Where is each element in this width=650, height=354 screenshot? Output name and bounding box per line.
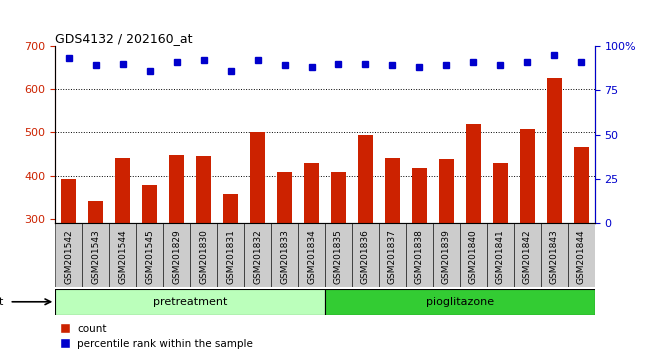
Text: GSM201834: GSM201834 <box>307 229 316 284</box>
Text: GSM201838: GSM201838 <box>415 229 424 284</box>
Text: pioglitazone: pioglitazone <box>426 297 494 307</box>
Bar <box>271 223 298 287</box>
Bar <box>244 223 271 287</box>
Text: GSM201544: GSM201544 <box>118 229 127 284</box>
Text: GSM201831: GSM201831 <box>226 229 235 284</box>
Text: GSM201843: GSM201843 <box>550 229 559 284</box>
Text: GDS4132 / 202160_at: GDS4132 / 202160_at <box>55 32 193 45</box>
Bar <box>406 223 433 287</box>
Bar <box>379 223 406 287</box>
Text: GSM201839: GSM201839 <box>442 229 451 284</box>
Bar <box>385 158 400 223</box>
Legend: count, percentile rank within the sample: count, percentile rank within the sample <box>60 324 253 349</box>
Text: GSM201836: GSM201836 <box>361 229 370 284</box>
Bar <box>574 147 589 223</box>
Bar <box>325 289 595 315</box>
Bar <box>412 168 427 223</box>
Text: GSM201842: GSM201842 <box>523 229 532 284</box>
Bar <box>331 172 346 223</box>
Bar <box>115 158 130 223</box>
Bar <box>325 223 352 287</box>
Bar <box>487 223 514 287</box>
Bar <box>142 185 157 223</box>
Bar <box>466 124 481 223</box>
Text: GSM201840: GSM201840 <box>469 229 478 284</box>
Bar <box>547 78 562 223</box>
Bar <box>277 172 292 223</box>
Bar <box>298 223 325 287</box>
Bar <box>55 223 83 287</box>
Bar <box>460 223 487 287</box>
Text: GSM201542: GSM201542 <box>64 229 73 284</box>
Bar <box>358 135 373 223</box>
Text: agent: agent <box>0 297 4 307</box>
Bar <box>109 223 136 287</box>
Bar <box>55 289 325 315</box>
Text: GSM201844: GSM201844 <box>577 229 586 284</box>
Bar <box>520 129 535 223</box>
Text: GSM201835: GSM201835 <box>334 229 343 284</box>
Bar <box>304 164 319 223</box>
Bar <box>493 164 508 223</box>
Bar <box>88 201 103 223</box>
Bar <box>433 223 460 287</box>
Text: GSM201543: GSM201543 <box>91 229 100 284</box>
Text: GSM201830: GSM201830 <box>199 229 208 284</box>
Bar <box>568 223 595 287</box>
Bar <box>136 223 163 287</box>
Text: GSM201829: GSM201829 <box>172 229 181 284</box>
Bar <box>217 223 244 287</box>
Bar <box>541 223 568 287</box>
Text: GSM201832: GSM201832 <box>253 229 262 284</box>
Text: GSM201841: GSM201841 <box>496 229 505 284</box>
Text: GSM201545: GSM201545 <box>145 229 154 284</box>
Bar <box>352 223 379 287</box>
Bar <box>169 155 184 223</box>
Bar <box>223 194 238 223</box>
Bar <box>190 223 217 287</box>
Bar <box>61 179 76 223</box>
Bar <box>163 223 190 287</box>
Text: GSM201833: GSM201833 <box>280 229 289 284</box>
Bar <box>439 159 454 223</box>
Text: pretreatment: pretreatment <box>153 297 228 307</box>
Bar <box>250 132 265 223</box>
Bar <box>82 223 109 287</box>
Bar <box>196 156 211 223</box>
Bar <box>514 223 541 287</box>
Text: GSM201837: GSM201837 <box>388 229 397 284</box>
